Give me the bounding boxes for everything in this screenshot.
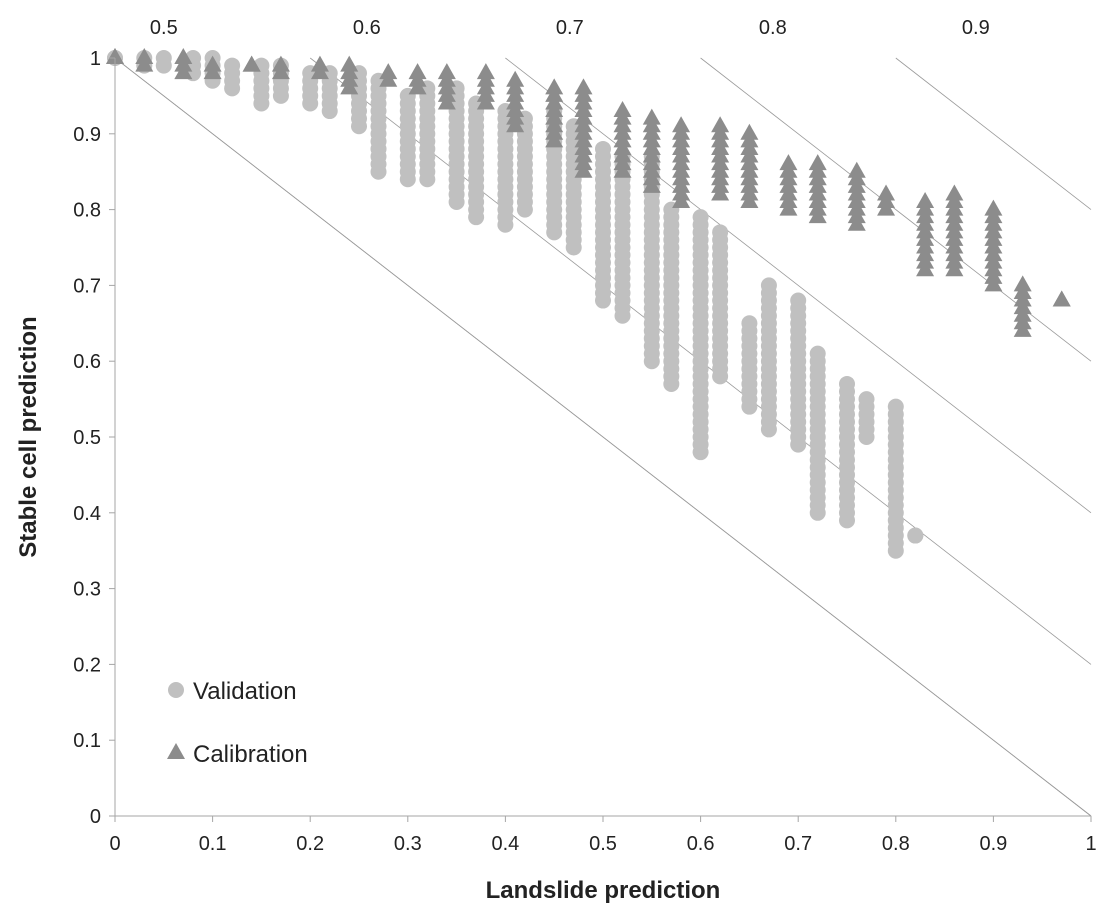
legend: Validation Calibration (167, 678, 308, 768)
calibration-point (135, 48, 154, 64)
calibration-point (203, 55, 222, 72)
validation-point (712, 224, 729, 241)
legend-marker-calibration (167, 743, 185, 759)
isoline-label-0.5: 0.5 (150, 17, 178, 39)
y-tick-label: 0.2 (73, 654, 101, 676)
calibration-point (106, 48, 124, 64)
y-axis-title: Stable cell prediction (15, 316, 42, 557)
calibration-point (174, 48, 193, 64)
calibration-point (340, 55, 359, 72)
x-tick-label: 0.7 (784, 833, 812, 855)
y-tick-label: 0.7 (73, 275, 101, 297)
isoline-label-0.8: 0.8 (759, 17, 787, 39)
isoline-label-0.9: 0.9 (962, 17, 990, 39)
y-tick-label: 0.6 (73, 351, 101, 373)
legend-marker-validation (168, 682, 184, 698)
x-tick-label: 1 (1085, 833, 1096, 855)
calibration-point (574, 78, 593, 95)
calibration-point (310, 55, 329, 72)
calibration-point (779, 154, 798, 171)
validation-point (887, 398, 904, 415)
legend-label-calibration: Calibration (193, 741, 308, 768)
y-tick-label: 0.8 (73, 200, 101, 222)
x-tick-label: 0.5 (589, 833, 617, 855)
validation-point (741, 315, 758, 332)
validation-point (692, 209, 709, 226)
y-tick-label: 0.9 (73, 124, 101, 146)
y-tick-label: 0.5 (73, 427, 101, 449)
validation-point (760, 277, 777, 294)
validation-point (155, 50, 172, 66)
calibration-point (672, 116, 691, 133)
legend-label-validation: Validation (193, 678, 297, 705)
calibration-point (437, 63, 456, 80)
isoline-labels-layer: 0.5 0.6 0.7 0.8 0.9 (150, 17, 990, 39)
validation-point (907, 527, 924, 544)
calibration-point (916, 192, 935, 209)
isoline-0.5 (114, 57, 1092, 817)
calibration-point (711, 116, 730, 133)
x-tick-label: 0.4 (491, 833, 519, 855)
calibration-point (545, 78, 564, 95)
calibration-point (506, 70, 525, 87)
series-calibration (106, 48, 1071, 337)
calibration-point (408, 63, 427, 80)
y-tick-label: 0.1 (73, 730, 101, 752)
calibration-point (740, 123, 759, 140)
x-axis-title: Landslide prediction (486, 877, 721, 904)
calibration-point (242, 55, 261, 72)
isoline-label-0.6: 0.6 (353, 17, 381, 39)
calibration-point (808, 154, 827, 171)
x-tick-label: 0.9 (979, 833, 1007, 855)
calibration-point (877, 184, 896, 201)
x-tick-label: 0.2 (296, 833, 324, 855)
calibration-point (847, 161, 866, 178)
calibration-point (379, 63, 398, 80)
validation-point (858, 391, 875, 408)
x-tick-label: 0 (109, 833, 120, 855)
x-tick-label: 0.8 (882, 833, 910, 855)
calibration-point (642, 108, 661, 125)
calibration-point (984, 199, 1003, 216)
y-tick-label: 0.3 (73, 579, 101, 601)
x-tick-label: 0.6 (687, 833, 715, 855)
x-tick-label: 0.1 (199, 833, 227, 855)
y-tick-label: 1 (90, 48, 101, 70)
isoline-0.9 (895, 57, 1092, 210)
calibration-point (476, 63, 495, 80)
validation-point (224, 57, 241, 74)
validation-point (809, 345, 826, 362)
validation-point (839, 375, 855, 392)
y-tick-label: 0.4 (73, 503, 101, 525)
calibration-point (271, 55, 290, 72)
calibration-point (1052, 290, 1071, 307)
ticks-layer: 0 0.1 0.2 0.3 0.4 0.5 0.6 0.7 0.8 0.9 1 0 0.1 0.2 0.3 0… (73, 48, 1096, 855)
isoline-0.8 (700, 57, 1092, 362)
calibration-point (613, 101, 632, 118)
validation-point (790, 292, 807, 309)
isoline-label-0.7: 0.7 (556, 17, 584, 39)
y-tick-label: 0 (90, 806, 101, 828)
isoline-0.7 (505, 57, 1092, 514)
x-tick-label: 0.3 (394, 833, 422, 855)
points-layer (106, 48, 1071, 559)
calibration-point (945, 184, 964, 201)
validation-point (595, 140, 611, 157)
calibration-point (1013, 275, 1032, 292)
